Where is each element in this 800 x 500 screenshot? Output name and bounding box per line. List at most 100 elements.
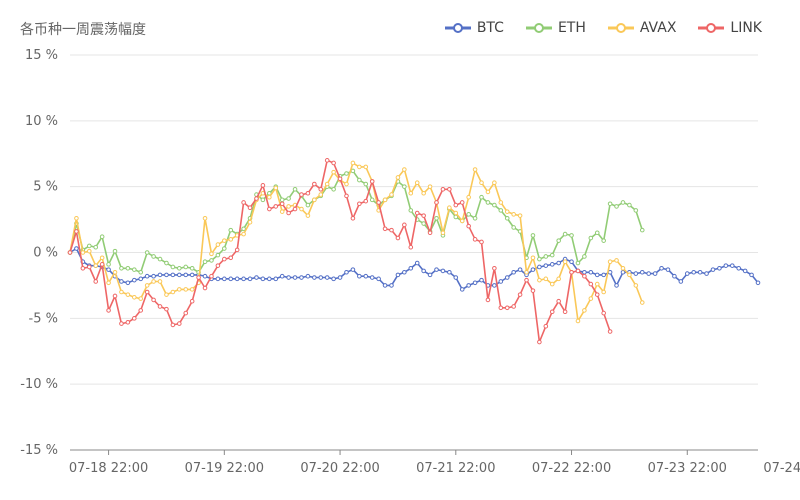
data-point-eth [549,252,555,258]
data-point-avax [562,259,568,265]
legend-line-icon [698,23,725,33]
data-point-avax [620,266,626,271]
data-point-link [215,263,221,268]
data-point-avax [312,197,317,203]
data-point-link [254,196,259,201]
data-point-avax [601,289,606,295]
data-point-eth [485,200,491,205]
data-point-link [582,273,587,279]
legend-item-link[interactable]: LINK [698,20,762,36]
legend-item-btc[interactable]: BTC [444,20,504,36]
data-point-eth [215,252,221,258]
data-point-avax [517,213,523,218]
data-point-avax [504,209,510,214]
data-point-avax [614,258,619,263]
data-point-btc [357,273,362,279]
data-point-btc [421,268,426,274]
data-point-link [607,329,613,334]
data-point-btc [723,263,729,268]
data-point-link [575,268,581,274]
data-point-link [247,205,253,211]
data-point-btc [279,273,285,279]
data-point-btc [215,276,221,282]
data-point-link [267,206,272,212]
data-point-btc [286,275,291,280]
data-point-eth [582,254,587,259]
data-point-link [138,308,144,313]
data-point-btc [350,267,356,272]
data-point-avax [498,200,504,205]
data-point-link [177,321,182,326]
data-point-avax [241,231,246,237]
data-point-link [292,206,298,212]
data-point-link [209,273,214,279]
data-point-link [157,304,163,309]
data-point-btc [530,267,536,272]
data-point-link [189,298,195,304]
data-point-link [344,193,349,199]
data-point-link [517,292,523,297]
y-tick-label: 10 % [25,114,58,129]
data-point-eth [434,215,439,221]
data-point-link [569,269,574,275]
data-point-avax [421,190,426,196]
data-point-link [99,262,105,267]
data-point-eth [504,215,510,221]
data-point-link [447,187,452,192]
data-point-avax [556,276,561,282]
data-point-avax [299,206,304,212]
data-point-btc [504,275,510,280]
data-point-avax [485,189,491,195]
data-point-avax [125,292,131,297]
data-point-link [389,227,394,233]
data-point-link [312,181,317,187]
data-point-eth [543,254,549,259]
data-point-btc [157,272,163,278]
data-point-eth [498,208,504,213]
series-eth [67,168,645,275]
data-point-btc [119,279,124,284]
data-point-link [479,239,484,245]
data-point-link [414,210,420,216]
data-point-btc [144,273,150,279]
data-point-avax [222,238,227,243]
data-point-btc [639,269,645,275]
data-point-btc [511,269,516,275]
data-point-btc [164,272,169,278]
data-point-avax [453,210,459,216]
data-point-link [74,229,79,234]
data-point-link [80,266,86,271]
data-point-avax [86,248,92,254]
data-point-btc [543,263,549,268]
data-point-eth [363,181,369,187]
data-point-link [427,230,433,236]
data-point-btc [305,273,311,279]
data-point-eth [511,225,516,230]
data-point-eth [177,266,182,271]
legend-item-avax[interactable]: AVAX [607,20,677,36]
data-point-btc [318,275,324,280]
data-point-btc [312,275,317,280]
data-point-eth [119,266,124,271]
data-point-avax [273,185,279,191]
data-point-link [363,198,369,204]
data-point-btc [414,260,420,266]
data-point-avax [138,296,144,301]
data-point-avax [440,230,446,236]
legend-item-eth[interactable]: ETH [525,20,586,36]
data-point-avax [382,197,388,203]
data-point-link [421,213,426,218]
data-point-link [125,319,131,325]
data-point-avax [151,279,156,284]
data-point-eth [279,197,285,203]
legend-label: AVAX [639,20,677,36]
data-point-avax [511,212,516,217]
data-point-eth [639,227,645,233]
data-point-btc [369,275,375,280]
data-point-avax [279,209,285,214]
data-point-btc [125,280,131,286]
y-tick-label: -5 % [29,311,58,326]
data-point-eth [472,215,478,221]
data-point-avax [466,194,471,200]
data-point-btc [569,259,574,265]
